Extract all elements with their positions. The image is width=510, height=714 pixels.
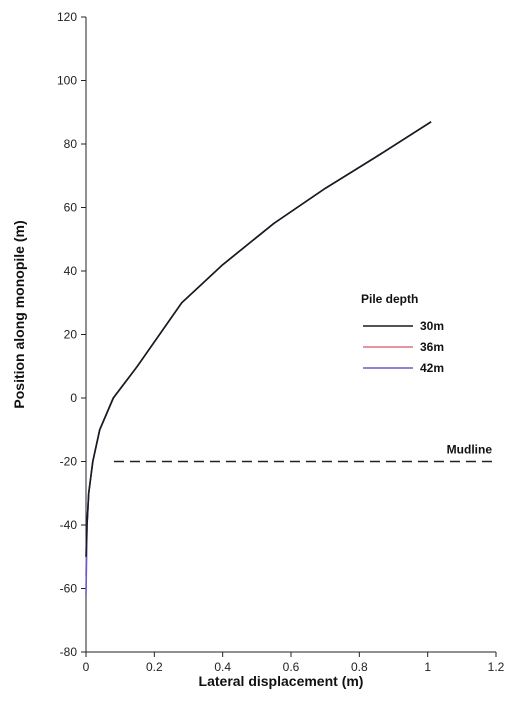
series-line-36m — [85, 121, 432, 576]
y-tick-label: 40 — [64, 264, 78, 278]
series-line-42m — [85, 121, 432, 595]
plot-axes — [85, 17, 496, 653]
y-tick-label: 80 — [64, 137, 78, 151]
legend-label-30m: 30m — [420, 319, 444, 333]
x-tick-label: 1.2 — [488, 660, 505, 674]
y-tick-label: -60 — [60, 582, 78, 596]
legend-label-36m: 36m — [420, 340, 444, 354]
legend-title: Pile depth — [361, 292, 418, 306]
y-tick-label: 100 — [57, 74, 77, 88]
series-group — [85, 121, 432, 595]
y-tick-group: -80 -60 -40 -20 0 20 40 60 80 100 120 — [57, 10, 86, 659]
x-tick-label: 0 — [83, 660, 90, 674]
series-line-30m — [85, 121, 432, 557]
x-axis-title: Lateral displacement (m) — [199, 673, 364, 689]
y-tick-label: 120 — [57, 10, 77, 24]
x-tick-label: 0.6 — [283, 660, 300, 674]
x-tick-group: 0 0.2 0.4 0.6 0.8 1 1.2 — [83, 652, 505, 674]
y-tick-label: -20 — [60, 455, 78, 469]
y-tick-label: 60 — [64, 201, 78, 215]
x-tick-label: 1 — [424, 660, 431, 674]
y-axis-title: Position along monopile (m) — [11, 220, 27, 408]
y-tick-label: 20 — [64, 328, 78, 342]
x-tick-label: 0.4 — [214, 660, 231, 674]
mudline-label: Mudline — [447, 443, 493, 457]
legend-label-42m: 42m — [420, 361, 444, 375]
y-tick-label: -80 — [60, 645, 78, 659]
legend: Pile depth 30m 36m 42m — [361, 292, 444, 375]
x-tick-label: 0.8 — [351, 660, 368, 674]
y-tick-label: 0 — [70, 391, 77, 405]
y-tick-label: -40 — [60, 518, 78, 532]
x-tick-label: 0.2 — [146, 660, 163, 674]
